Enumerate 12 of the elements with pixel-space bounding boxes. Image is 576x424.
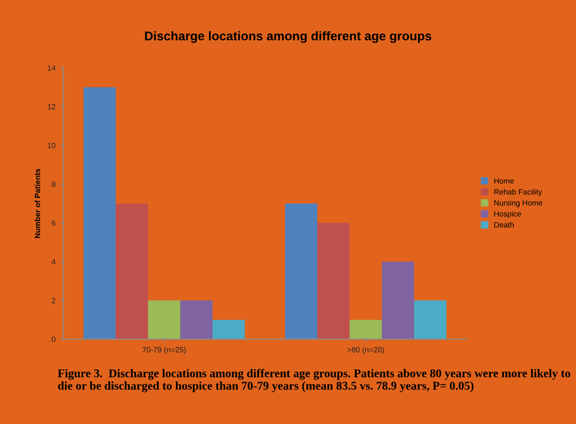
bar — [212, 320, 245, 340]
bar — [414, 300, 446, 340]
chart-title: Discharge locations among different age groups — [145, 31, 432, 43]
bar — [317, 222, 350, 340]
caption: Figure 3. Discharge locations among different age groups. Patients above 80 years were more likely to die or be discharged to hospice than 70-79 years (mean 83.5 vs. 78.9 years, P= 0.05) — [58, 368, 570, 392]
bar — [382, 262, 414, 340]
bar — [116, 204, 148, 340]
bar — [285, 204, 318, 340]
bar — [84, 87, 116, 340]
bar — [350, 320, 382, 340]
bar — [148, 300, 180, 340]
bar — [180, 300, 213, 340]
